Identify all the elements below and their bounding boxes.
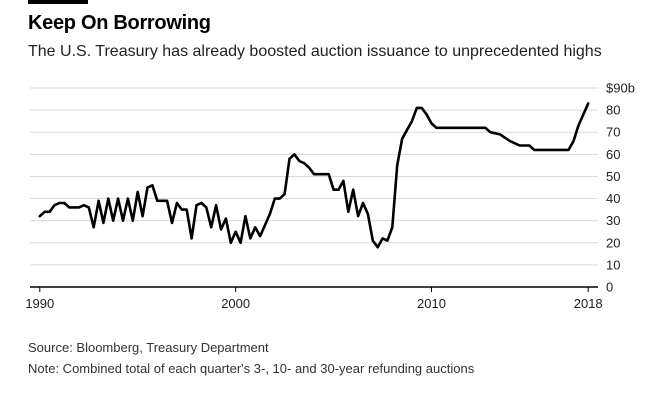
y-tick-label-10: 10	[606, 257, 620, 272]
tick-labels: 0 10 20 30 40 50 60 70 80 $90b 1990 2000 2010 2018	[25, 81, 635, 312]
series-line-0	[38, 102, 590, 249]
series-layer	[38, 102, 590, 249]
source-note: Source: Bloomberg, Treasury Department	[28, 340, 269, 355]
x-tick-label-2000: 2000	[221, 296, 250, 311]
gridlines	[30, 87, 598, 266]
x-axis	[30, 286, 598, 292]
title-rule	[28, 0, 88, 4]
y-tick-label-0: 0	[606, 280, 613, 295]
x-tick-label-2010: 2010	[417, 296, 446, 311]
y-tick-label-80: 80	[606, 103, 620, 118]
y-tick-label-90: $90b	[606, 81, 635, 96]
y-tick-label-30: 30	[606, 213, 620, 228]
y-tick-label-20: 20	[606, 235, 620, 250]
y-tick-label-70: 70	[606, 125, 620, 140]
chart-title: Keep On Borrowing	[28, 12, 211, 34]
y-tick-label-60: 60	[606, 147, 620, 162]
chart-note: Note: Combined total of each quarter's 3…	[28, 361, 475, 376]
x-tick-label-1990: 1990	[25, 296, 54, 311]
chart-subtitle: The U.S. Treasury has already boosted au…	[28, 43, 602, 60]
x-tick-label-2018: 2018	[574, 296, 603, 311]
y-tick-label-50: 50	[606, 169, 620, 184]
y-tick-label-40: 40	[606, 191, 620, 206]
